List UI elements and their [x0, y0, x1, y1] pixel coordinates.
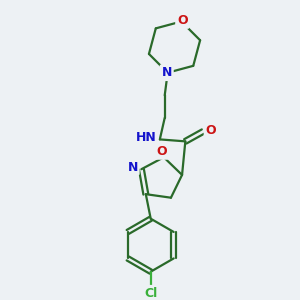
- Text: N: N: [128, 161, 138, 174]
- Text: O: O: [177, 14, 188, 27]
- Text: N: N: [161, 66, 172, 79]
- Text: O: O: [206, 124, 216, 137]
- Text: O: O: [157, 145, 167, 158]
- Text: Cl: Cl: [144, 287, 157, 300]
- Text: HN: HN: [136, 131, 157, 144]
